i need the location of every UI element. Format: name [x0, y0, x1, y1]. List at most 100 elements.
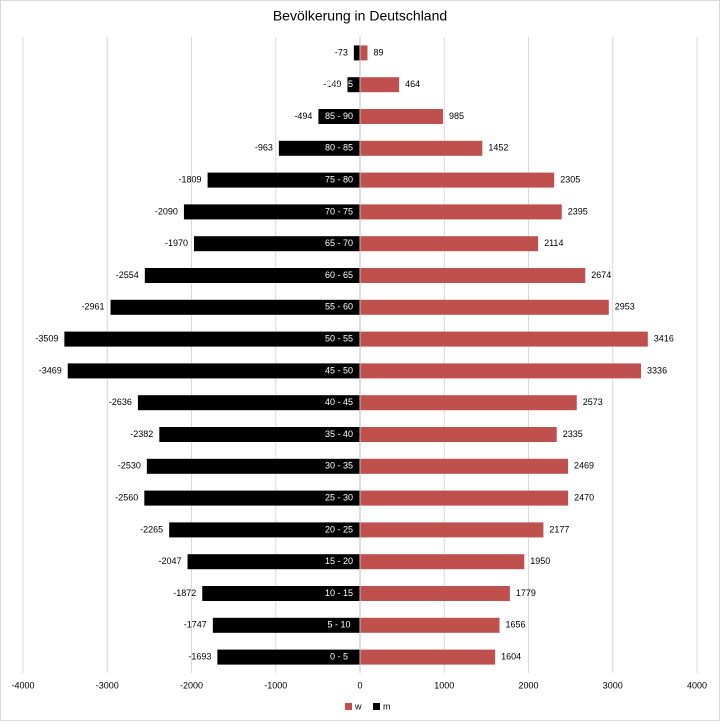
bar	[110, 299, 360, 315]
bar	[137, 395, 360, 411]
bar	[360, 617, 500, 633]
data-label: 2177	[549, 524, 569, 534]
bar	[360, 77, 400, 93]
x-tick-label: 0	[357, 680, 362, 690]
category-label: 80 - 85	[325, 143, 353, 153]
data-label: -2636	[109, 397, 132, 407]
data-label: 1452	[488, 143, 508, 153]
data-label: -2961	[82, 302, 105, 312]
category-label: 15 - 20	[325, 556, 353, 566]
data-label: 2573	[583, 397, 603, 407]
data-label: -1693	[188, 651, 211, 661]
category-label: 25 - 30	[325, 492, 353, 502]
data-label: -3509	[35, 333, 58, 343]
bar	[360, 204, 562, 220]
data-label: -2047	[159, 556, 182, 566]
data-label: -149	[323, 79, 341, 89]
data-label: -1970	[165, 238, 188, 248]
bar	[183, 204, 360, 220]
category-label: 0 - 5	[330, 651, 348, 661]
data-label: 2395	[568, 206, 588, 216]
data-label: -2090	[155, 206, 178, 216]
bar	[360, 268, 586, 283]
bar	[360, 586, 510, 601]
data-label: -2530	[118, 461, 141, 471]
category-label: 5 - 10	[327, 620, 350, 630]
bar	[67, 363, 360, 379]
data-label: -963	[255, 143, 273, 153]
x-tick-label: 3000	[603, 680, 623, 690]
data-label: 3336	[647, 365, 667, 375]
bar	[360, 554, 525, 570]
data-label: 2305	[560, 174, 580, 184]
category-label: 40 - 45	[325, 397, 353, 407]
data-label: -1872	[173, 588, 196, 598]
category-label: 85 - 90	[325, 111, 353, 121]
category-label: 55 - 60	[325, 302, 353, 312]
data-label: -1747	[184, 620, 207, 630]
data-label: 1779	[516, 588, 536, 598]
bar	[360, 458, 569, 474]
bar	[360, 363, 642, 379]
data-label: 2674	[591, 270, 611, 280]
data-label: 89	[373, 47, 383, 57]
data-label: 3416	[654, 333, 674, 343]
bar	[278, 140, 360, 156]
bar	[360, 490, 569, 506]
bar	[217, 649, 360, 665]
chart-title: Bevölkerung in Deutschland	[273, 8, 447, 24]
category-label: 20 - 25	[325, 524, 353, 534]
bar	[146, 458, 360, 474]
bar	[360, 140, 483, 156]
data-label: -1809	[179, 174, 202, 184]
data-label: -494	[294, 111, 312, 121]
x-tick-label: -4000	[11, 680, 34, 690]
data-label: -2554	[116, 270, 139, 280]
bar	[212, 617, 360, 633]
bar	[169, 522, 360, 538]
data-label: 2953	[615, 302, 635, 312]
data-label: 2335	[563, 429, 583, 439]
x-tick-label: 4000	[687, 680, 707, 690]
x-tick-label: -3000	[96, 680, 119, 690]
x-tick-label: -1000	[264, 680, 287, 690]
bar	[194, 236, 360, 252]
x-tick-label: -2000	[180, 680, 203, 690]
data-label: 1656	[506, 620, 526, 630]
data-label: 2470	[574, 492, 594, 502]
data-label: -73	[335, 47, 348, 57]
data-label: 464	[405, 79, 420, 89]
bar	[202, 586, 360, 601]
category-label: 35 - 40	[325, 429, 353, 439]
data-label: -2265	[140, 524, 163, 534]
category-label: 90 - 95	[325, 79, 353, 89]
category-label: 45 - 50	[325, 365, 353, 375]
legend-swatch	[345, 703, 352, 710]
category-label: 65 - 70	[325, 238, 353, 248]
legend-label: m	[383, 701, 391, 711]
bar	[353, 45, 360, 61]
bar	[144, 490, 360, 506]
category-label: 75 - 80	[325, 174, 353, 184]
category-label: 50 - 55	[325, 333, 353, 343]
bar	[360, 427, 557, 442]
bar	[360, 522, 544, 538]
data-label: -2382	[130, 429, 153, 439]
data-label: -2560	[115, 492, 138, 502]
data-label: 1950	[530, 556, 550, 566]
legend-swatch	[373, 703, 380, 710]
legend-label: w	[354, 701, 362, 711]
bar	[360, 172, 555, 188]
category-label: 10 - 15	[325, 588, 353, 598]
bar	[159, 427, 360, 442]
bar	[360, 331, 648, 347]
category-label: 60 - 65	[325, 270, 353, 280]
data-label: -3469	[39, 365, 62, 375]
bar	[144, 268, 360, 283]
data-label: 1604	[501, 651, 521, 661]
data-label: 2114	[544, 238, 563, 248]
x-tick-label: 1000	[434, 680, 454, 690]
bar	[360, 649, 496, 665]
bar	[360, 395, 577, 411]
